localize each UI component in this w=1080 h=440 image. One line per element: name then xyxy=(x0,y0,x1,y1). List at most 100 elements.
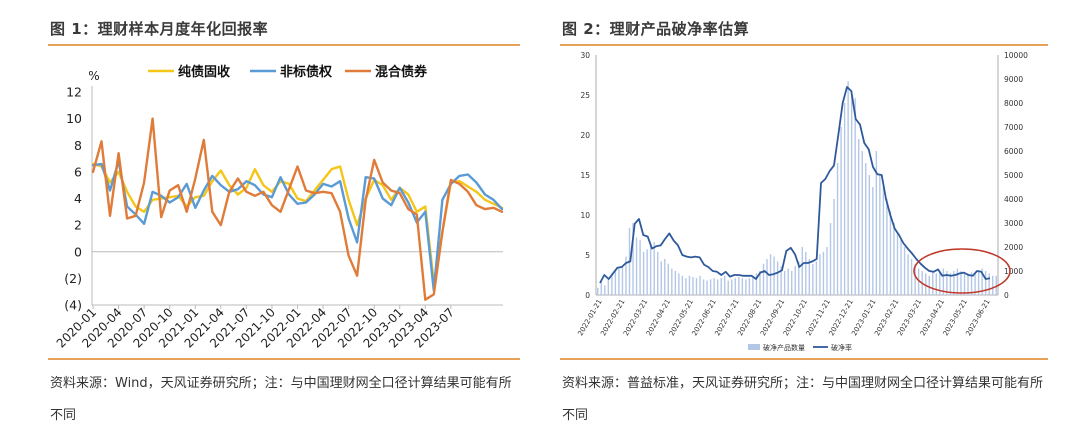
bar xyxy=(671,268,673,295)
bar xyxy=(822,251,825,295)
y-axis-unit: % xyxy=(88,69,99,83)
bar xyxy=(621,266,624,295)
bar xyxy=(642,251,645,295)
bar xyxy=(805,251,807,295)
bar xyxy=(787,268,789,295)
bar xyxy=(932,271,934,295)
bar xyxy=(664,259,666,295)
bar xyxy=(748,278,751,295)
bar xyxy=(720,278,722,295)
bar xyxy=(847,81,849,296)
right-tick-label: 1000 xyxy=(1004,267,1023,276)
bar xyxy=(833,199,835,295)
bar xyxy=(766,259,768,295)
bar xyxy=(759,271,761,295)
bar xyxy=(882,187,885,295)
bar xyxy=(808,259,811,295)
y-tick-label: 12 xyxy=(66,85,82,100)
bar xyxy=(815,261,818,295)
bar xyxy=(939,271,941,295)
figure-2-source-note: 资料来源：普益标准，天风证券研究所；注：与中国理财网全口径计算结果可能有所不同 xyxy=(562,376,1044,423)
bar xyxy=(798,261,800,295)
right-tick-label: 3000 xyxy=(1004,219,1023,228)
bar xyxy=(674,271,677,295)
y-tick-label: (2) xyxy=(64,271,82,286)
bar xyxy=(949,273,952,295)
figure-2-bottom-rule xyxy=(560,358,1048,360)
left-tick-label: 15 xyxy=(580,171,590,180)
bar xyxy=(635,237,638,295)
figure-2-top-rule xyxy=(560,44,1048,46)
bar xyxy=(956,268,959,295)
bar xyxy=(865,163,867,295)
bar xyxy=(928,275,930,295)
bar xyxy=(992,275,994,295)
bar xyxy=(917,268,920,295)
bar xyxy=(812,263,814,295)
bar xyxy=(900,239,902,295)
bar xyxy=(702,279,705,295)
y-tick-label: 2 xyxy=(74,218,82,233)
bar xyxy=(801,247,803,295)
bar xyxy=(829,223,832,295)
bar xyxy=(653,242,655,295)
legend-bar-label: 破净产品数量 xyxy=(763,343,805,352)
bar xyxy=(995,275,997,295)
bar xyxy=(713,278,715,295)
bar xyxy=(776,261,779,295)
left-tick-label: 0 xyxy=(585,291,590,300)
bar xyxy=(967,273,969,295)
bar xyxy=(893,223,895,295)
bar xyxy=(868,175,870,295)
figure-1-source-note: 资料来源：Wind，天风证券研究所；注：与中国理财网全口径计算结果可能有所不同 xyxy=(50,376,512,423)
bar xyxy=(699,275,701,295)
bar xyxy=(600,280,602,295)
y-tick-label: (4) xyxy=(64,298,82,313)
bar xyxy=(618,268,620,295)
figure-1-panel: 图 1：理财样本月度年化回报率 % 12 10 8 6 4 2 0 (2) (4) 2020-01 2… xyxy=(48,20,520,423)
right-tick-label: 0 xyxy=(1004,291,1009,300)
bar xyxy=(903,247,906,295)
bar xyxy=(649,244,652,295)
bar xyxy=(836,163,839,295)
right-tick-label: 4000 xyxy=(1004,195,1023,204)
bar xyxy=(861,151,863,295)
returns-line-chart: %121086420(2)(4)2020-012020-042020-07202… xyxy=(54,64,504,351)
bar xyxy=(953,271,955,295)
y-tick-label: 6 xyxy=(74,164,82,179)
bar xyxy=(762,263,765,295)
bar xyxy=(625,256,627,295)
right-tick-label: 2000 xyxy=(1004,243,1023,252)
bar xyxy=(889,211,892,295)
legend-label-1: 纯债固收 xyxy=(178,64,231,80)
bar xyxy=(738,277,740,295)
bar xyxy=(907,254,909,295)
series-line-2 xyxy=(91,160,504,292)
bar xyxy=(709,279,712,295)
bar xyxy=(914,263,916,295)
bar xyxy=(963,273,966,295)
figure-1-bottom-rule xyxy=(48,358,520,360)
breakeven-rate-line xyxy=(599,86,991,284)
y-tick-label: 0 xyxy=(74,244,82,259)
bar xyxy=(685,278,687,295)
bar xyxy=(706,280,708,295)
bar xyxy=(984,271,987,295)
left-tick-label: 25 xyxy=(580,91,590,100)
bar xyxy=(667,263,669,295)
y-tick-label: 4 xyxy=(74,191,82,206)
bar xyxy=(791,271,793,295)
bar xyxy=(660,261,662,295)
bar xyxy=(977,271,980,295)
left-tick-label: 10 xyxy=(580,211,590,220)
bar xyxy=(988,273,990,295)
bar xyxy=(910,259,913,295)
bar xyxy=(935,273,937,295)
bar xyxy=(783,271,786,295)
figure-1-top-rule xyxy=(48,44,520,46)
legend-label-2: 非标债权 xyxy=(280,64,333,80)
right-tick-label: 8000 xyxy=(1004,99,1023,108)
bar xyxy=(657,251,659,295)
bar xyxy=(879,175,881,295)
left-tick-label: 5 xyxy=(585,251,590,260)
